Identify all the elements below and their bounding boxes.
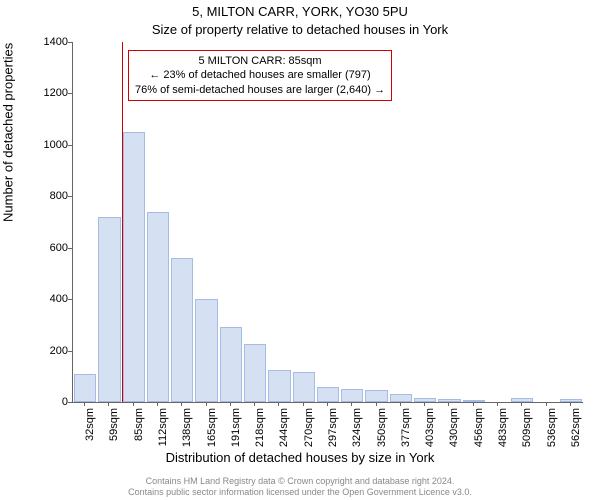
bar [341,389,363,402]
info-box: 5 MILTON CARR: 85sqm ← 23% of detached h… [128,50,392,101]
x-tick-label: 483sqm [497,408,509,447]
info-line-3: 76% of semi-detached houses are larger (… [135,83,385,97]
info-line-2: ← 23% of detached houses are smaller (79… [135,68,385,82]
marker-line [122,42,123,402]
bar [317,387,339,402]
x-tick-mark [108,402,109,406]
x-tick-label: 377sqm [400,408,412,447]
x-tick-mark [303,402,304,406]
x-tick-mark [84,402,85,406]
x-tick-mark [376,402,377,406]
y-tick-label: 0 [28,396,68,408]
x-tick-mark [157,402,158,406]
x-tick-mark [351,402,352,406]
x-tick-mark [133,402,134,406]
y-tick-label: 1000 [28,139,68,151]
bar [123,132,145,402]
bar [74,374,96,402]
chart-container: 5, MILTON CARR, YORK, YO30 5PU Size of p… [0,0,600,500]
x-tick-label: 350sqm [376,408,388,447]
x-tick-label: 112sqm [157,408,169,446]
bar [365,390,387,402]
footer: Contains HM Land Registry data © Crown c… [0,476,600,498]
x-tick-mark [546,402,547,406]
x-tick-mark [448,402,449,406]
bar [244,344,266,402]
x-tick-mark [181,402,182,406]
bar [147,212,169,402]
bar [195,299,217,402]
x-axis-label: Distribution of detached houses by size … [0,450,600,465]
y-tick-label: 1200 [28,87,68,99]
x-tick-mark [400,402,401,406]
x-tick-mark [278,402,279,406]
x-tick-label: 403sqm [424,408,436,447]
x-tick-label: 324sqm [351,408,363,447]
x-tick-mark [570,402,571,406]
x-tick-mark [254,402,255,406]
x-tick-label: 456sqm [473,408,485,447]
x-tick-label: 165sqm [206,408,218,447]
y-tick-label: 200 [28,345,68,357]
x-tick-mark [230,402,231,406]
bar [171,258,193,402]
x-tick-label: 430sqm [448,408,460,447]
footer-line-1: Contains HM Land Registry data © Crown c… [0,476,600,487]
x-tick-mark [327,402,328,406]
x-tick-label: 32sqm [84,408,96,441]
x-tick-label: 218sqm [254,408,266,447]
bar [268,370,290,402]
x-tick-label: 270sqm [303,408,315,447]
y-tick-label: 1400 [28,36,68,48]
x-tick-label: 138sqm [181,408,193,447]
bar [390,394,412,402]
y-tick-label: 400 [28,293,68,305]
y-tick-label: 800 [28,190,68,202]
x-tick-label: 85sqm [133,408,145,441]
x-tick-mark [497,402,498,406]
bar [220,327,242,402]
y-tick-label: 600 [28,242,68,254]
x-tick-mark [473,402,474,406]
x-tick-label: 244sqm [278,408,290,447]
x-tick-label: 59sqm [108,408,120,441]
footer-line-2: Contains public sector information licen… [0,487,600,498]
x-tick-label: 297sqm [327,408,339,447]
bar [293,372,315,402]
y-axis-label: Number of detached properties [1,43,16,222]
x-tick-label: 509sqm [521,408,533,447]
x-tick-mark [424,402,425,406]
chart-title: 5, MILTON CARR, YORK, YO30 5PU [0,4,600,19]
info-line-1: 5 MILTON CARR: 85sqm [135,54,385,68]
x-tick-label: 536sqm [546,408,558,447]
x-tick-mark [521,402,522,406]
x-tick-mark [206,402,207,406]
chart-subtitle: Size of property relative to detached ho… [0,22,600,37]
x-tick-label: 191sqm [230,408,242,447]
bar [98,217,120,402]
x-tick-label: 562sqm [570,408,582,447]
